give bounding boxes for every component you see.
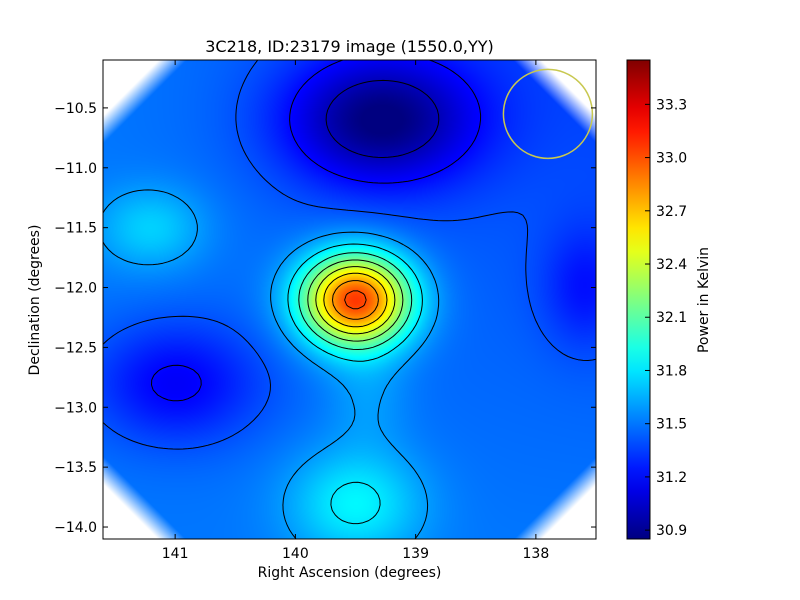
colorbar-tick-label: 32.4 bbox=[656, 257, 687, 273]
beam-circle bbox=[502, 68, 594, 160]
y-tick-label: −11.0 bbox=[54, 161, 97, 177]
contour-line bbox=[103, 189, 440, 539]
contour-line bbox=[332, 280, 379, 320]
contour-line bbox=[307, 259, 404, 342]
colorbar-ticks: 30.9 31.2 31.5 31.8 32.1 32.4 32.7 33.0 33.3 bbox=[645, 97, 687, 539]
colorbar-tick-label: 32.7 bbox=[656, 204, 687, 220]
y-tick-label: −12.5 bbox=[54, 340, 97, 356]
x-tick-label: 138 bbox=[523, 546, 550, 562]
contour-line bbox=[287, 243, 423, 525]
contour-line bbox=[323, 272, 388, 328]
colorbar-tick-label: 30.9 bbox=[656, 523, 687, 539]
colorbar-fill bbox=[627, 60, 650, 539]
y-tick-label: −13.0 bbox=[54, 400, 97, 416]
plot-frame bbox=[102, 59, 597, 540]
y-tick-label: −12.0 bbox=[54, 281, 97, 297]
plot-area bbox=[102, 59, 597, 540]
x-tick-label: 139 bbox=[402, 546, 429, 562]
y-axis: −10.5 −11.0 −11.5 −12.0 −12.5 −13.0 −13.5 −14.0 bbox=[54, 101, 596, 536]
y-tick-label: −13.5 bbox=[54, 460, 97, 476]
colorbar-tick-label: 31.5 bbox=[656, 417, 687, 433]
contour-line bbox=[344, 290, 367, 310]
x-tick-label: 141 bbox=[162, 546, 189, 562]
colorbar-tick-label: 31.2 bbox=[656, 470, 687, 486]
heatmap-image bbox=[103, 60, 596, 539]
contour-line bbox=[151, 60, 482, 402]
colorbar-frame bbox=[626, 59, 651, 540]
colorbar-tick-label: 33.3 bbox=[656, 97, 687, 113]
x-tick-label: 140 bbox=[282, 546, 309, 562]
y-axis-label: Declination (degrees) bbox=[27, 225, 43, 376]
contour-line bbox=[298, 252, 413, 350]
x-axis-label: Right Ascension (degrees) bbox=[258, 565, 442, 581]
x-axis: 141 140 139 138 bbox=[162, 60, 549, 562]
colorbar: 30.9 31.2 31.5 31.8 32.1 32.4 32.7 33.0 33.3 Pow… bbox=[626, 59, 712, 540]
colorbar-tick-label: 31.8 bbox=[656, 363, 687, 379]
contour-line bbox=[103, 60, 596, 450]
contour-line bbox=[325, 79, 440, 158]
chart-title: 3C218, ID:23179 image (1550.0,YY) bbox=[205, 37, 494, 56]
contour-lines bbox=[103, 60, 596, 539]
colorbar-tick-label: 33.0 bbox=[656, 151, 687, 167]
y-tick-label: −11.5 bbox=[54, 221, 97, 237]
contour-line bbox=[315, 266, 396, 335]
y-tick-label: −10.5 bbox=[54, 101, 97, 117]
colorbar-label: Power in Kelvin bbox=[696, 247, 712, 353]
y-tick-label: −14.0 bbox=[54, 520, 97, 536]
colorbar-tick-label: 32.1 bbox=[656, 310, 687, 326]
